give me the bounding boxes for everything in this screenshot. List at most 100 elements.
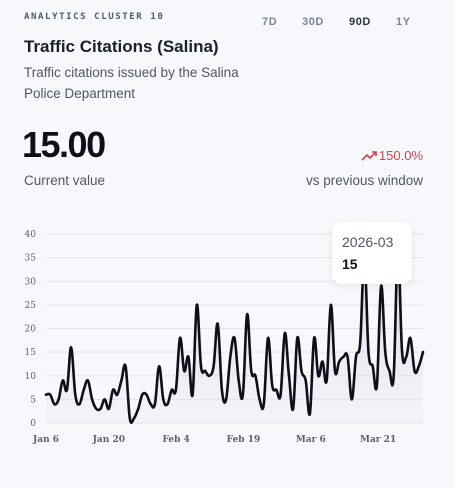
- data-point: [275, 388, 278, 392]
- data-point: [329, 303, 332, 307]
- data-point: [371, 365, 374, 368]
- range-30d-button[interactable]: 30D: [302, 16, 324, 28]
- data-point: [166, 402, 169, 406]
- data-point: [216, 322, 219, 325]
- page-subtitle: Traffic citations issued by the Salina P…: [24, 65, 239, 101]
- y-tick-label: 25: [25, 301, 37, 311]
- current-value: 15.00: [22, 124, 106, 165]
- change-indicator: 150.0%: [361, 148, 423, 163]
- data-point: [388, 369, 391, 373]
- data-point: [296, 336, 299, 340]
- data-point: [304, 379, 307, 382]
- data-point: [170, 388, 173, 392]
- data-point: [283, 332, 286, 335]
- x-tick-label: Mar 6: [296, 435, 326, 445]
- y-tick-label: 20: [25, 325, 37, 335]
- data-point: [141, 393, 144, 396]
- data-point: [178, 336, 182, 340]
- y-tick-label: 15: [25, 348, 37, 358]
- x-tick-label: Jan 6: [32, 435, 59, 445]
- x-tick-label: Jan 20: [92, 435, 125, 445]
- data-point: [199, 365, 203, 368]
- data-point: [266, 336, 270, 340]
- data-point: [271, 384, 274, 387]
- y-tick-label: 30: [25, 277, 37, 287]
- data-point: [312, 336, 316, 340]
- x-axis: Jan 6 Jan 20 Feb 4 Feb 19 Mar 6 Mar 21: [32, 435, 396, 445]
- data-point: [342, 355, 345, 359]
- data-point: [245, 313, 249, 316]
- data-point: [157, 365, 161, 368]
- x-tick-label: Feb 19: [227, 435, 261, 445]
- data-point: [95, 407, 98, 410]
- x-tick-label: Mar 21: [360, 435, 396, 445]
- data-point: [308, 412, 312, 415]
- data-point: [69, 346, 73, 349]
- data-point: [229, 355, 232, 359]
- data-point: [49, 393, 52, 396]
- data-point: [212, 365, 215, 368]
- data-point: [103, 398, 106, 401]
- cluster-label: ANALYTICS CLUSTER 10: [24, 12, 165, 22]
- data-point: [413, 369, 416, 373]
- y-tick-label: 10: [25, 372, 37, 382]
- data-point: [405, 355, 408, 359]
- current-value-label: Current value: [24, 173, 106, 188]
- range-selector: 7D 30D 90D 1Y: [256, 16, 426, 32]
- y-tick-label: 5: [30, 395, 36, 405]
- data-point: [291, 407, 295, 410]
- change-value: 150.0%: [378, 148, 423, 163]
- data-point: [153, 402, 157, 406]
- data-point: [346, 355, 349, 359]
- data-point: [409, 336, 412, 340]
- data-point: [254, 374, 257, 377]
- data-point: [111, 388, 115, 392]
- data-point: [367, 350, 370, 354]
- data-point: [183, 369, 186, 373]
- data-point: [204, 369, 207, 373]
- data-point: [325, 379, 328, 382]
- data-point: [384, 350, 387, 354]
- data-point: [258, 398, 261, 401]
- data-point: [145, 393, 148, 396]
- data-point: [120, 379, 123, 382]
- data-point: [417, 365, 420, 368]
- series-area: [46, 248, 423, 423]
- data-point: [392, 374, 395, 377]
- data-point: [53, 402, 56, 406]
- x-tick-label: Feb 4: [162, 435, 189, 445]
- page-title: Traffic Citations (Salina): [24, 37, 219, 56]
- data-point: [191, 393, 194, 396]
- data-point: [208, 374, 211, 377]
- data-point: [78, 402, 81, 406]
- range-7d-button[interactable]: 7D: [262, 16, 278, 28]
- data-point: [74, 393, 77, 396]
- y-tick-label: 40: [25, 230, 37, 240]
- data-point: [174, 388, 178, 392]
- change-label: vs previous window: [305, 173, 423, 188]
- data-point: [220, 388, 224, 392]
- data-point: [116, 393, 119, 396]
- data-point: [128, 417, 131, 420]
- data-point: [149, 402, 152, 406]
- data-point: [44, 393, 48, 396]
- data-point: [400, 350, 404, 354]
- data-point: [224, 398, 228, 401]
- hover-tooltip: 2026-03 15: [332, 222, 412, 284]
- data-point: [57, 398, 60, 401]
- range-1y-button[interactable]: 1Y: [396, 16, 411, 28]
- data-point: [300, 369, 303, 373]
- data-point: [333, 369, 337, 373]
- y-axis: 0 5 10 15 20 25 30 35 40: [25, 230, 37, 429]
- data-point: [250, 369, 253, 373]
- range-90d-button[interactable]: 90D: [349, 16, 371, 28]
- data-point: [317, 374, 320, 377]
- data-point: [241, 393, 245, 396]
- data-point: [61, 379, 64, 382]
- y-tick-label: 35: [25, 254, 37, 264]
- data-point: [124, 365, 127, 368]
- tooltip-date: 2026-03: [342, 234, 394, 250]
- data-point: [162, 398, 165, 401]
- data-point: [262, 402, 265, 406]
